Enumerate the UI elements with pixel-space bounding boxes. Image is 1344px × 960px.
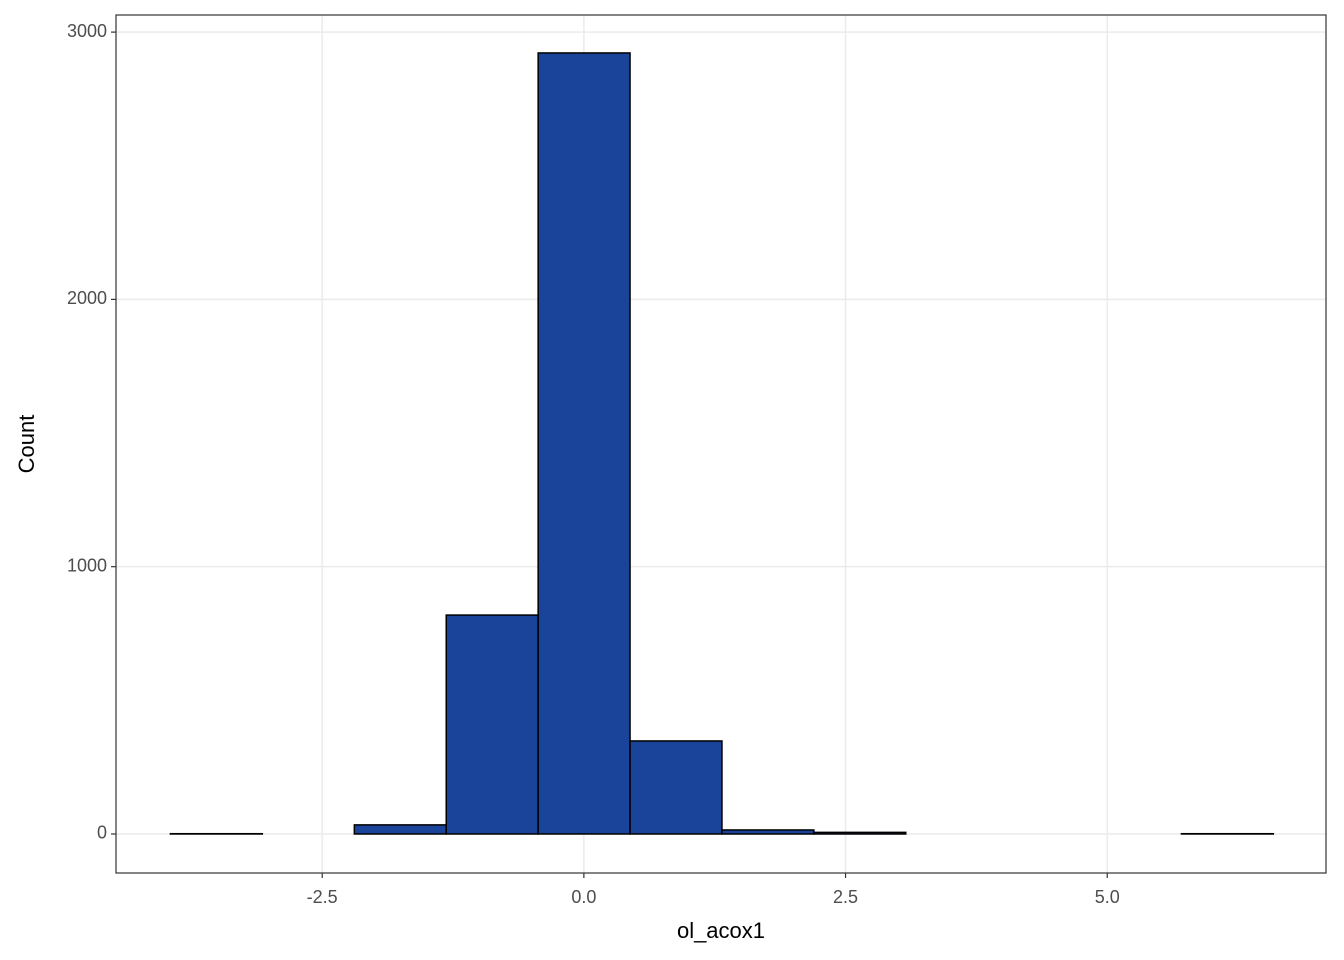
x-tick-label: 2.5 — [833, 887, 858, 907]
bar — [353, 824, 447, 835]
bar — [629, 740, 723, 835]
y-axis-title: Count — [14, 415, 39, 474]
bar — [721, 829, 815, 835]
panel-border — [115, 14, 1327, 874]
x-tick-label: 5.0 — [1095, 887, 1120, 907]
bar — [445, 614, 539, 835]
x-tick-label: 0.0 — [571, 887, 596, 907]
y-tick-label: 3000 — [67, 21, 107, 41]
bar — [537, 52, 631, 835]
y-tick-label: 2000 — [67, 288, 107, 308]
y-tick-label: 1000 — [67, 555, 107, 575]
x-tick-label: -2.5 — [307, 887, 338, 907]
bar — [813, 831, 907, 835]
y-tick-label: 0 — [97, 823, 107, 843]
x-axis-title: ol_acox1 — [677, 918, 765, 943]
